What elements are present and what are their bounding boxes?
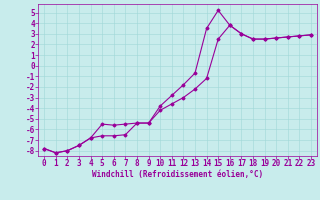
X-axis label: Windchill (Refroidissement éolien,°C): Windchill (Refroidissement éolien,°C) [92,170,263,179]
